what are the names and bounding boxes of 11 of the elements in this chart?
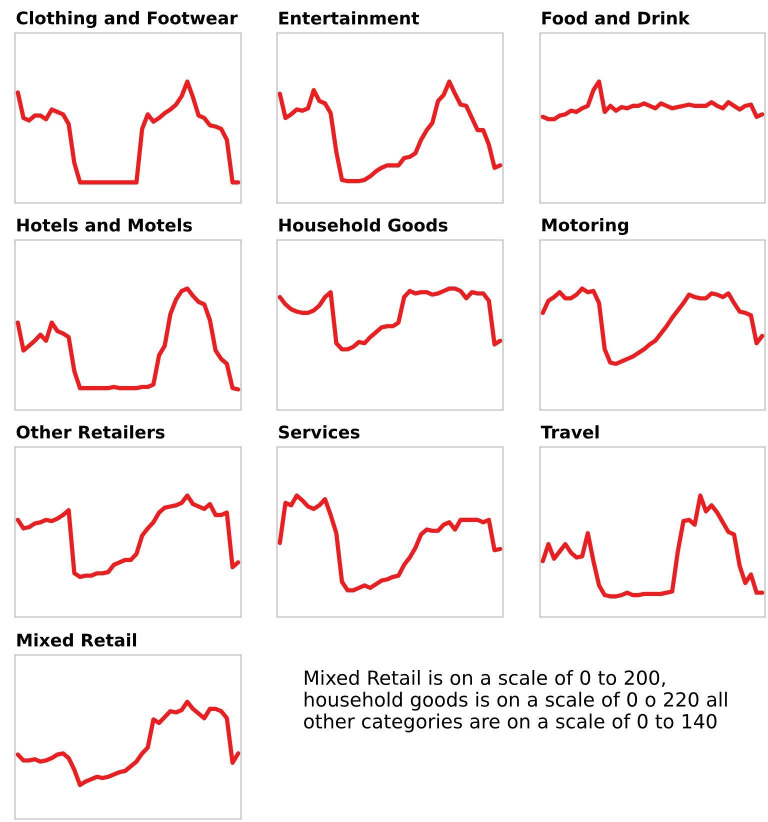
text: Mixed Retail is on a scale of 0 to 200, household goods is on a scale of 0 o 220 all other categories are on a scale of 0 to 140 — [304, 670, 727, 732]
chart-title: Clothing and Footwear — [16, 11, 238, 28]
chart-title: Services — [279, 425, 360, 439]
chart-title: Travel — [540, 425, 599, 439]
chart-title: Food and Drink — [542, 11, 690, 25]
chart-title: Motoring — [542, 218, 628, 235]
chart-title: Household Goods — [279, 218, 448, 232]
chart-title: Other Retailers — [16, 425, 164, 439]
chart-title: Hotels and Motels — [17, 218, 192, 232]
chart-title: Mixed Retail — [17, 633, 136, 647]
chart-title: Entertainment — [279, 11, 420, 25]
